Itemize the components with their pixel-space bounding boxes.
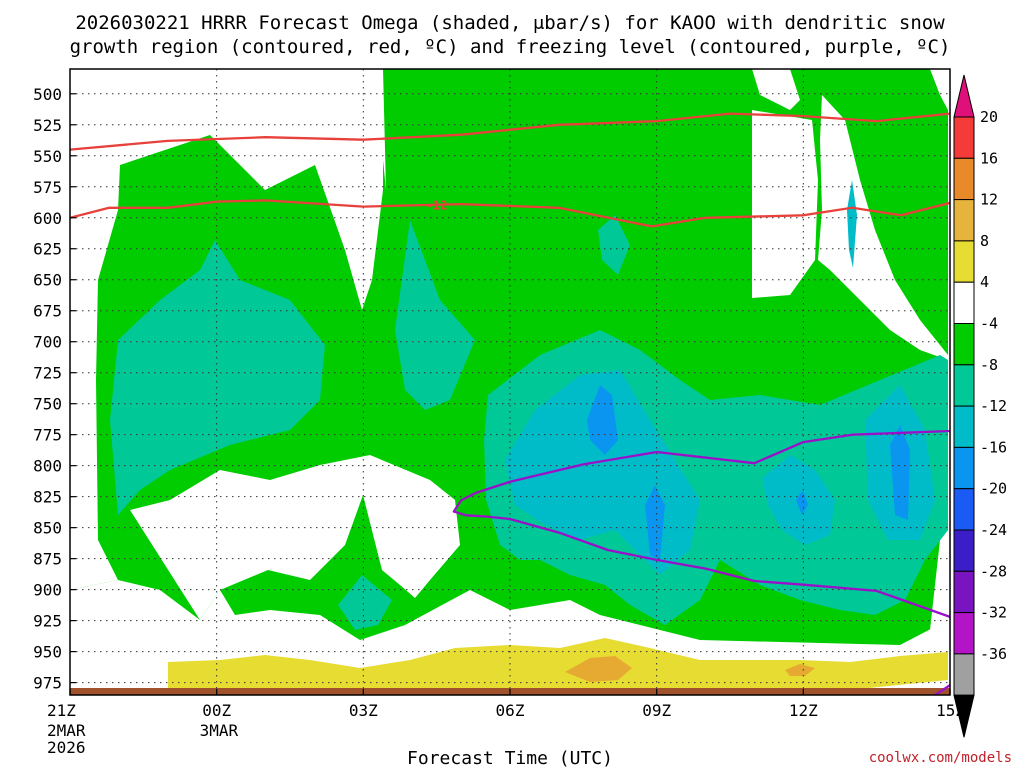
colorbar: 20 16 12 8 4 -4 -8 -12 -16 -20 -24 -28 -32 -36 [953,74,1007,738]
x-tick-label: 12Z [789,701,818,720]
grid [70,69,950,695]
y-tick-label: 675 [33,302,62,321]
white-area-right-gap [752,110,818,298]
colorbar-label: 8 [980,232,989,250]
colorbar-label: -32 [980,604,1007,622]
x-tick-label: 06Z [496,701,525,720]
white-area-notch [752,69,800,110]
y-tick-label: 600 [33,209,62,228]
omega-region-yellow [168,638,948,695]
colorbar-swatch [953,529,975,572]
colorbar-swatch [953,157,975,201]
colorbar-swatch [953,281,975,325]
white-area-top-right [930,69,948,110]
white-area-right-lower [930,530,948,630]
dgz-contour-line [70,199,950,228]
colorbar-swatch [953,570,975,614]
colorbar-top-triangle [953,74,975,118]
x-tick-sublabel: 2026 [47,738,86,757]
chart-title-line2: growth region (contoured, red, ºC) and f… [70,36,951,58]
y-tick-label: 825 [33,488,62,507]
chart-title-line1: 2026030221 HRRR Forecast Omega (shaded, … [75,12,945,34]
omega-region-blue-center [587,385,618,455]
omega-region-teal-lower-left [338,575,392,630]
colorbar-label: -4 [980,315,998,333]
credit-text: coolwx.com/models [869,750,1012,766]
y-tick-label: 500 [33,85,62,104]
omega-region-white-sliver [850,680,948,690]
y-tick-label: 550 [33,147,62,166]
y-tick-label: 850 [33,519,62,538]
colorbar-swatch [953,240,975,283]
y-tick-label: 800 [33,457,62,476]
y-tick-label: 625 [33,240,62,259]
x-tick-label: 09Z [642,701,671,720]
omega-region-orange2 [785,664,815,676]
y-tick-label: 750 [33,395,62,414]
omega-region-teal-left [110,240,325,515]
colorbar-swatch [953,199,975,242]
white-area-top-strip [383,69,386,190]
omega-region-teal-center [395,220,475,410]
y-tick-label: 725 [33,364,62,383]
y-tick-label: 950 [33,643,62,662]
contours: -12 [70,112,950,695]
colorbar-label: 4 [980,273,989,291]
y-tick-label: 875 [33,550,62,569]
x-tick-label: 21Z [47,701,76,720]
colorbar-label: 20 [980,108,998,126]
x-tick-label: 00Z [202,701,231,720]
colorbar-swatch [953,323,975,366]
freezing-level-line [452,429,950,618]
y-tick-label: 650 [33,271,62,290]
x-tick-label: 03Z [349,701,378,720]
omega-region-teal-top [598,215,630,275]
omega-region-blue-mid [645,485,665,560]
omega-region-orange1 [565,656,632,682]
colorbar-label: -28 [980,562,1007,580]
colorbar-swatch [953,612,975,655]
dgz-contour-line [70,112,950,151]
colorbar-label: -20 [980,480,1007,498]
colorbar-label: -36 [980,645,1007,663]
colorbar-label: -12 [980,397,1007,415]
white-area-mid-band [130,455,460,620]
y-tick-label: 575 [33,178,62,197]
colorbar-swatch [953,653,975,696]
colorbar-swatch [953,446,975,490]
colorbar-label: -24 [980,521,1007,539]
white-area-top-left [70,69,383,590]
y-tick-label: 975 [33,674,62,693]
colorbar-bottom-triangle [953,694,975,738]
freezing-level-line-surface [934,684,950,695]
y-tick-label: 925 [33,612,62,631]
omega-region-cyan-right-thin [847,180,857,268]
y-axis: 500 525 550 575 600 625 650 675 700 725 750 775 800 8… [33,85,76,693]
colorbar-label: 12 [980,191,998,209]
y-tick-label: 525 [33,116,62,135]
colorbar-swatch [953,405,975,448]
x-tick-sublabel: 3MAR [200,721,239,740]
y-tick-label: 700 [33,333,62,352]
colorbar-label: -16 [980,438,1007,456]
omega-region-blue-small [796,490,808,515]
y-tick-label: 900 [33,581,62,600]
x-tick-sublabel: 2MAR [47,721,86,740]
colorbar-label: 16 [980,149,998,167]
colorbar-label: -8 [980,356,998,374]
y-tick-label: 775 [33,426,62,445]
colorbar-swatch [953,364,975,407]
x-axis-label: Forecast Time (UTC) [407,748,613,768]
colorbar-swatch [953,116,975,159]
colorbar-swatch [953,488,975,531]
